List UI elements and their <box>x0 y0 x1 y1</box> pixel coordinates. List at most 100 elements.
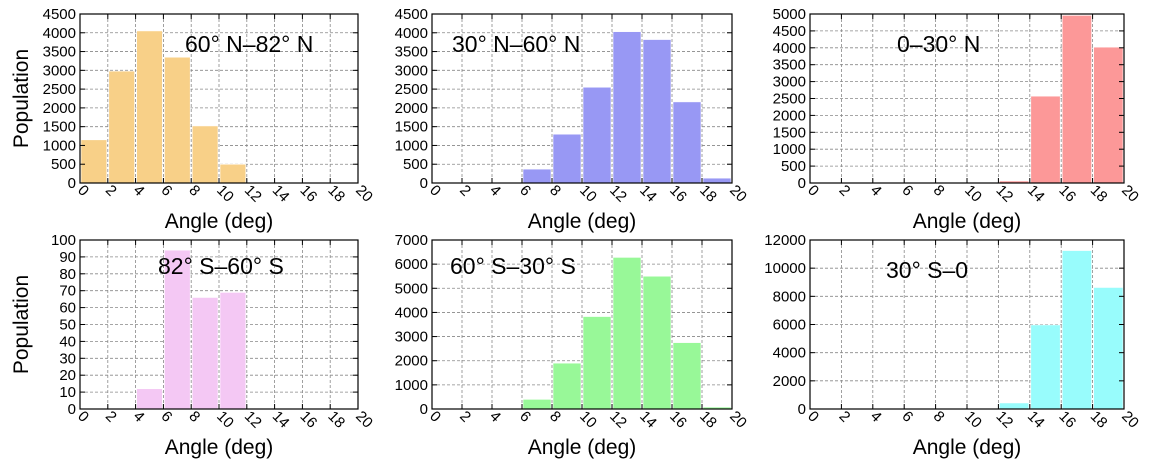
y-tick-label: 5000 <box>773 6 806 23</box>
x-tick-label: 14 <box>636 182 660 206</box>
x-tick-label: 20 <box>352 182 376 206</box>
y-tick-label: 0 <box>68 175 76 192</box>
y-tick-label: 500 <box>51 156 76 173</box>
histogram-bar <box>1093 46 1124 184</box>
x-tick-label: 6 <box>158 408 176 426</box>
y-tick-label: 2500 <box>395 81 428 98</box>
histogram-bar <box>582 316 612 410</box>
y-tick-label: 12000 <box>764 232 806 249</box>
x-tick-label: 16 <box>1055 408 1079 432</box>
x-tick-label: 0 <box>804 408 822 426</box>
x-tick-label: 2 <box>836 182 854 200</box>
y-tick-label: 3000 <box>395 62 428 79</box>
x-tick-label: 18 <box>1087 408 1111 432</box>
x-tick-label: 14 <box>1024 408 1048 432</box>
x-tick-label: 0 <box>74 182 92 200</box>
x-tick-label: 20 <box>1118 408 1142 432</box>
x-tick-label: 14 <box>269 182 293 206</box>
x-tick-label: 10 <box>576 182 600 206</box>
histogram-bar <box>552 362 582 410</box>
x-tick-label: 2 <box>836 408 854 426</box>
x-tick-label: 6 <box>158 182 176 200</box>
y-tick-label: 80 <box>59 266 76 283</box>
y-tick-label: 4000 <box>773 345 806 362</box>
x-tick-label: 6 <box>516 182 534 200</box>
x-tick-label: 2 <box>456 408 474 426</box>
y-tick-label: 2000 <box>773 107 806 124</box>
y-tick-label: 0 <box>420 175 428 192</box>
x-tick-label: 10 <box>961 408 985 432</box>
x-tick-label: 14 <box>1024 182 1048 206</box>
x-axis-label: Angle (deg) <box>528 436 637 459</box>
histogram-bar <box>136 30 163 184</box>
x-tick-label: 2 <box>456 182 474 200</box>
histogram-bar <box>191 125 219 184</box>
x-tick-label: 8 <box>930 408 948 426</box>
x-tick-label: 18 <box>696 182 720 206</box>
x-axis-label: Angle (deg) <box>165 210 274 233</box>
x-tick-label: 14 <box>269 408 293 432</box>
histogram-bar <box>219 163 247 184</box>
x-tick-label: 18 <box>696 408 720 432</box>
x-tick-label: 8 <box>546 182 564 200</box>
x-tick-label: 2 <box>102 408 120 426</box>
x-tick-label: 20 <box>726 182 750 206</box>
x-tick-label: 20 <box>726 408 750 432</box>
x-tick-label: 2 <box>102 182 120 200</box>
x-tick-label: 18 <box>324 408 348 432</box>
y-tick-label: 30 <box>59 350 76 367</box>
y-tick-label: 3000 <box>395 329 428 346</box>
x-tick-label: 0 <box>426 182 444 200</box>
y-tick-label: 1000 <box>773 141 806 158</box>
y-tick-label: 3500 <box>43 44 76 61</box>
y-tick-label: 0 <box>68 401 76 418</box>
y-tick-label: 1000 <box>43 137 76 154</box>
x-tick-label: 8 <box>185 408 203 426</box>
histogram-bar <box>1093 287 1124 410</box>
y-tick-label: 8000 <box>773 288 806 305</box>
histogram-bar <box>164 56 191 184</box>
x-tick-label: 12 <box>993 182 1017 206</box>
y-tick-label: 2500 <box>773 91 806 108</box>
y-tick-label: 50 <box>59 317 76 334</box>
x-tick-label: 4 <box>130 182 148 200</box>
y-tick-label: 3000 <box>773 74 806 91</box>
histogram-bar <box>672 101 702 184</box>
x-tick-label: 6 <box>898 182 916 200</box>
y-tick-label: 70 <box>59 283 76 300</box>
x-tick-label: 6 <box>898 408 916 426</box>
x-tick-label: 10 <box>213 182 237 206</box>
histogram-bar <box>136 388 163 410</box>
x-tick-label: 0 <box>804 182 822 200</box>
x-tick-label: 12 <box>606 182 630 206</box>
y-tick-label: 1500 <box>43 119 76 136</box>
x-tick-label: 4 <box>486 182 504 200</box>
y-tick-label: 10000 <box>764 260 806 277</box>
histogram-bar <box>672 342 702 410</box>
y-tick-label: 90 <box>59 249 76 266</box>
x-tick-label: 4 <box>867 408 885 426</box>
x-tick-label: 8 <box>185 182 203 200</box>
y-tick-label: 4500 <box>773 23 806 40</box>
y-axis-label: Population <box>10 275 33 374</box>
y-tick-label: 3000 <box>43 62 76 79</box>
histogram-bar <box>1030 95 1061 184</box>
histogram-bar <box>80 139 108 184</box>
x-tick-label: 10 <box>213 408 237 432</box>
y-tick-label: 2000 <box>395 353 428 370</box>
panel-title: 60° S–30° S <box>450 253 576 279</box>
histogram-bar <box>1061 15 1092 184</box>
x-tick-label: 6 <box>516 408 534 426</box>
panel-title: 0–30° N <box>897 31 980 57</box>
y-tick-label: 2000 <box>395 100 428 117</box>
x-axis-label: Angle (deg) <box>528 210 637 233</box>
y-tick-label: 4500 <box>395 6 428 23</box>
y-axis-label: Population <box>10 49 33 148</box>
x-tick-label: 4 <box>486 408 504 426</box>
y-tick-label: 500 <box>403 156 428 173</box>
panel-title: 30° S–0 <box>886 257 968 283</box>
histogram-bar <box>1030 324 1061 410</box>
